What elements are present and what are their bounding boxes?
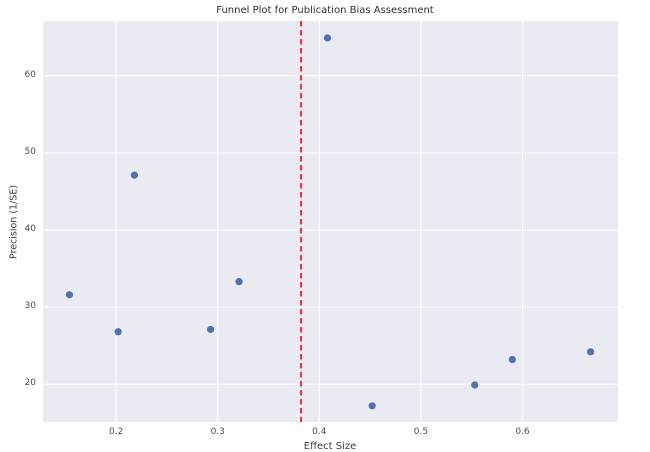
scatter-point	[368, 402, 376, 410]
scatter-point	[114, 328, 122, 336]
scatter-point	[235, 278, 243, 286]
x-tick-label: 0.5	[413, 427, 429, 437]
y-tick-label: 30	[24, 301, 36, 312]
x-tick-label: 0.3	[210, 427, 225, 437]
x-tick-label: 0.2	[108, 427, 124, 437]
scatter-point	[586, 348, 595, 356]
y-axis-label: Precision (1/SE)	[8, 184, 20, 260]
scatter-point	[508, 355, 516, 364]
x-axis-label: Effect Size	[303, 441, 357, 452]
scatter-point	[207, 325, 215, 334]
x-tick-label: 0.4	[312, 427, 327, 437]
y-tick-label: 40	[24, 223, 36, 234]
scatter-plot-canvas	[43, 21, 618, 422]
y-tick-label: 60	[24, 69, 36, 80]
y-tick-label: 20	[24, 378, 36, 389]
scatter-point	[130, 171, 139, 179]
chart-title: Funnel Plot for Publication Bias Assessm…	[216, 5, 434, 16]
x-tick-label: 0.6	[515, 427, 530, 437]
y-tick-label: 50	[24, 146, 36, 157]
scatter-point	[323, 34, 332, 42]
scatter-point	[65, 291, 74, 299]
scatter-point	[471, 381, 479, 389]
plot-area	[43, 21, 618, 422]
